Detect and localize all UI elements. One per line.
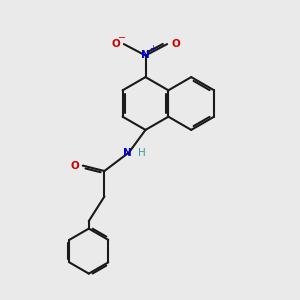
Text: +: + <box>149 44 155 53</box>
Text: O: O <box>171 39 180 49</box>
Text: H: H <box>138 148 146 158</box>
Text: N: N <box>123 148 132 158</box>
Text: N: N <box>141 50 150 61</box>
Text: −: − <box>118 33 126 43</box>
Text: O: O <box>70 160 79 171</box>
Text: O: O <box>111 39 120 49</box>
